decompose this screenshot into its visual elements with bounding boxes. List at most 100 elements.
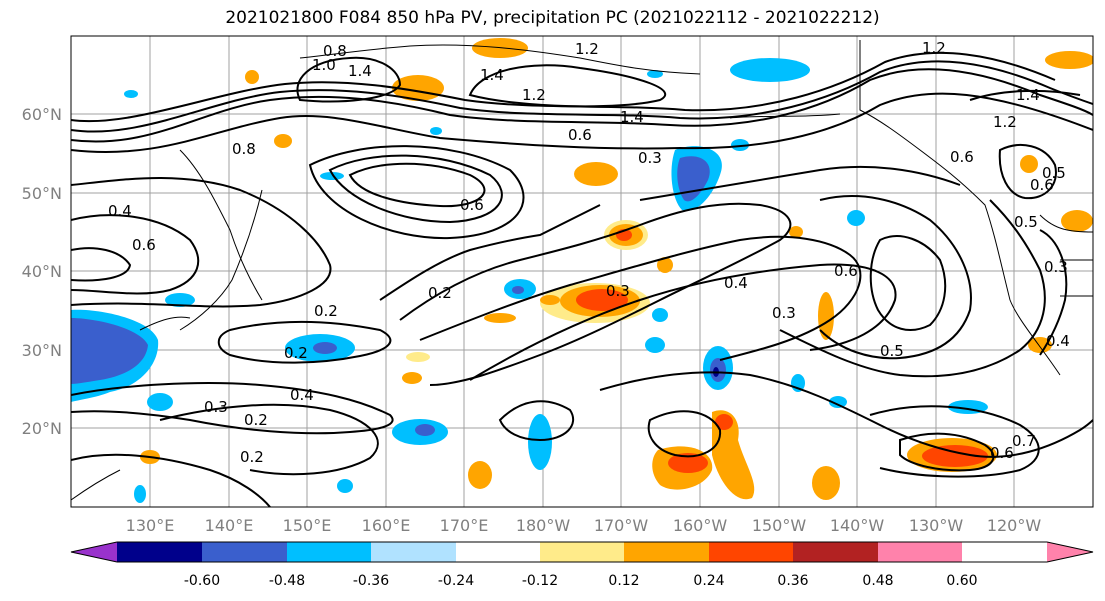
map-panel: 0.8 1.4 1.0 1.4 1.2 1.2 1.2 1.4 0.6 0.3 … — [70, 35, 1094, 508]
precip-pos-region — [789, 226, 803, 238]
precip-pos-region — [274, 134, 292, 148]
contour-label: 0.3 — [204, 398, 228, 416]
colorbar-tick-label: 0.60 — [946, 573, 977, 589]
pv-contour — [71, 247, 132, 282]
colorbar-segment — [962, 542, 1047, 562]
lon-label: 140°W — [830, 516, 885, 535]
lat-label: 60°N — [22, 105, 62, 124]
colorbar-segment — [202, 542, 287, 562]
contour-label: 0.2 — [244, 411, 268, 429]
precip-neg-region — [124, 90, 138, 98]
contour-label: 0.3 — [1044, 258, 1068, 276]
contour-label: 0.6 — [132, 236, 156, 254]
precip-pos-region — [657, 257, 673, 273]
lon-label: 120°W — [987, 516, 1042, 535]
colorbar-segment — [709, 542, 793, 562]
colorbar-segment — [793, 542, 878, 562]
pv-contour — [71, 214, 200, 295]
contour-label: 0.8 — [323, 42, 347, 60]
coastline — [179, 189, 263, 331]
precip-neg-region — [847, 210, 865, 226]
colorbar-segment — [878, 542, 962, 562]
pv-contour — [159, 403, 379, 476]
lon-label: 170°E — [440, 516, 489, 535]
pv-contour — [1039, 229, 1068, 356]
pv-contour — [399, 202, 792, 386]
pv-contour — [998, 144, 1057, 200]
coastline — [299, 44, 701, 75]
pv-contour — [217, 320, 392, 364]
contour-label: 0.8 — [232, 140, 256, 158]
colorbar-outline — [70, 541, 1094, 563]
contour-label: 0.6 — [950, 148, 974, 166]
colorbar-tick-label: -0.24 — [438, 573, 474, 589]
latitude-labels: 60°N 50°N 40°N 30°N 20°N — [22, 105, 62, 438]
precip-neg-region — [165, 293, 195, 307]
lat-label: 30°N — [22, 341, 62, 360]
contour-label: 1.4 — [480, 66, 504, 84]
contour-label: 1.2 — [575, 40, 599, 58]
precip-pos-region — [540, 295, 560, 305]
contour-label: 0.2 — [428, 284, 452, 302]
contour-label: 0.2 — [284, 344, 308, 362]
contour-label: 1.4 — [620, 108, 644, 126]
precip-pos-region — [1028, 337, 1052, 353]
contour-label: 0.2 — [240, 448, 264, 466]
pv-contour — [419, 235, 862, 361]
pv-contour — [296, 56, 402, 103]
contour-label: 0.6 — [568, 126, 592, 144]
precip-neg-region — [645, 337, 665, 353]
pv-contour — [498, 400, 575, 442]
pv-contour — [779, 199, 1046, 378]
colorbar-tick-label: 0.48 — [862, 573, 893, 589]
colorbar-tick-label: -0.36 — [353, 573, 389, 589]
lon-label: 130°W — [909, 516, 964, 535]
precip-neg-region — [320, 172, 344, 180]
pv-contours — [71, 51, 1093, 507]
contour-label: 1.4 — [1016, 86, 1040, 104]
colorbar-tick-label: -0.60 — [184, 573, 220, 589]
contour-label: 0.3 — [638, 149, 662, 167]
colorbar-segment — [456, 542, 540, 562]
precip-neg-region — [647, 70, 663, 78]
precip-pos-region — [576, 289, 628, 311]
pv-contour — [639, 165, 961, 201]
lon-label: 160°E — [362, 516, 411, 535]
precip-neg-region — [337, 479, 353, 493]
precip-pos-region — [402, 372, 422, 384]
pv-contour — [348, 162, 486, 208]
pv-contour — [468, 64, 667, 108]
pv-contour — [647, 410, 722, 458]
lon-label: 130°E — [126, 516, 175, 535]
precip-neg-region — [731, 139, 749, 151]
precip-pos-region — [1020, 155, 1038, 173]
pv-contour — [308, 145, 525, 240]
contour-label: 0.6 — [1030, 176, 1054, 194]
pv-contour — [71, 60, 1093, 133]
precip-positive-shading — [140, 38, 1093, 500]
lon-label: 150°E — [283, 516, 332, 535]
precip-neg-region — [415, 424, 435, 436]
precip-neg-region — [528, 414, 552, 470]
precip-neg-region — [71, 318, 148, 384]
precip-neg-region — [730, 58, 810, 82]
contour-label: 0.5 — [1042, 164, 1066, 182]
precip-pos-region — [712, 410, 755, 500]
contour-label: 0.3 — [606, 282, 630, 300]
colorbar: -0.60 -0.48 -0.36 -0.24 -0.12 0.12 0.24 … — [70, 541, 1094, 589]
lon-label: 160°W — [673, 516, 728, 535]
pv-contour — [379, 204, 601, 301]
map-title: 2021021800 F084 850 hPa PV, precipitatio… — [225, 8, 880, 28]
precip-pos-region — [668, 453, 708, 473]
lon-label: 140°E — [205, 516, 254, 535]
pv-contour — [869, 405, 1040, 478]
contour-label: 0.6 — [460, 196, 484, 214]
precip-neg-region — [134, 485, 146, 503]
lat-label: 50°N — [22, 184, 62, 203]
colorbar-tick-label: 0.12 — [608, 573, 639, 589]
pv-contour — [328, 154, 503, 224]
contour-label: 0.7 — [1012, 432, 1036, 450]
contour-label: 1.2 — [522, 86, 546, 104]
precip-pos-region — [812, 466, 840, 500]
